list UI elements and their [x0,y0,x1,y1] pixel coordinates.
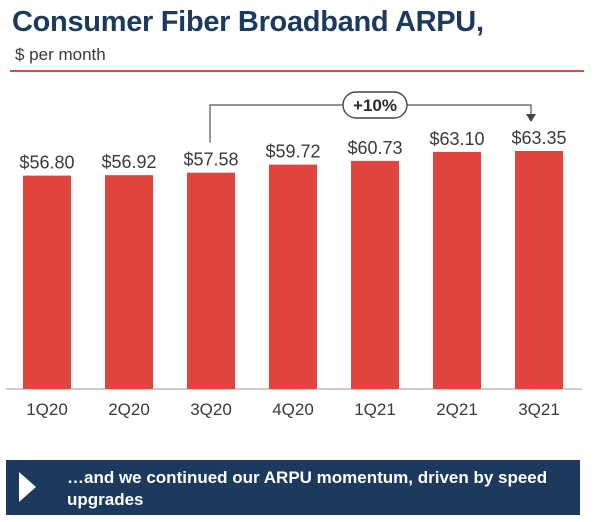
growth-arrowhead [526,114,536,122]
x-tick-label: 1Q21 [354,400,396,419]
data-label: $59.72 [265,142,320,162]
data-label: $63.35 [511,128,566,148]
data-label: $60.73 [347,138,402,158]
growth-label: +10% [353,96,397,115]
bar-3Q20 [187,172,235,389]
bar-3Q21 [515,151,563,389]
x-tick-label: 2Q21 [436,400,478,419]
page-title: Consumer Fiber Broadband ARPU, [12,6,484,38]
data-label: $56.80 [19,153,74,173]
data-label: $56.92 [101,152,156,172]
growth-bracket-left [209,104,343,143]
arpu-bar-chart: $56.80 1Q20 $56.92 2Q20 $57.58 3Q20 $59.72 4Q20… [6,91,582,419]
data-label: $63.10 [429,129,484,149]
growth-bracket-right [407,104,532,115]
bar-1Q20 [23,175,71,389]
x-tick-label: 1Q20 [26,400,68,419]
takeaway-banner: …and we continued our ARPU momentum, dri… [6,460,580,515]
x-tick-label: 4Q20 [272,400,314,419]
chart-subtitle: $ per month [15,45,106,64]
data-label: $57.58 [183,150,238,170]
growth-pill [342,91,408,119]
bar-1Q21 [351,160,399,389]
bar-4Q20 [269,164,317,389]
title-divider [10,70,584,72]
play-arrow-icon [19,472,36,502]
bar-2Q21 [433,151,481,389]
x-tick-label: 3Q21 [518,400,560,419]
x-tick-label: 2Q20 [108,400,150,419]
bar-2Q20 [105,175,153,389]
x-tick-label: 3Q20 [190,400,232,419]
banner-text: …and we continued our ARPU momentum, dri… [67,468,548,509]
